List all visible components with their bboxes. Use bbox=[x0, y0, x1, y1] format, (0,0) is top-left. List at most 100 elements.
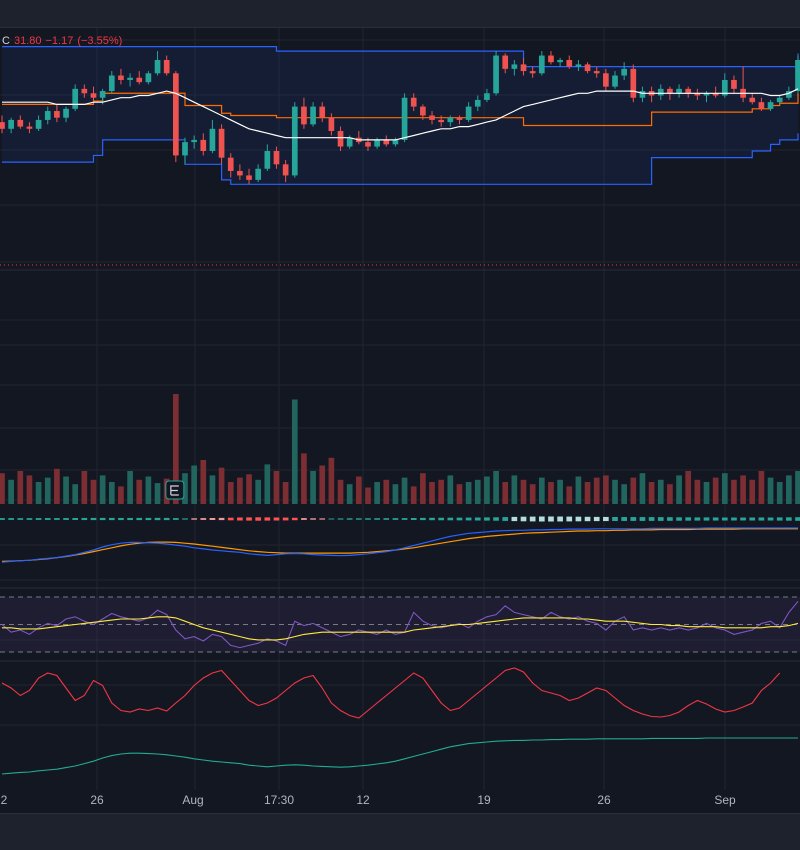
candle-body bbox=[163, 59, 170, 74]
candle-body bbox=[8, 119, 14, 129]
candle-body bbox=[182, 142, 188, 156]
histogram-bar bbox=[54, 518, 60, 520]
volume-bar bbox=[127, 471, 133, 504]
candle-body bbox=[35, 119, 42, 129]
histogram-bar bbox=[648, 517, 655, 521]
candle-body bbox=[612, 75, 618, 87]
volume-bar bbox=[255, 479, 262, 504]
candle-body bbox=[657, 88, 664, 96]
x-tick-label: 19 bbox=[477, 793, 491, 807]
volume-bar bbox=[584, 482, 591, 504]
candle-body bbox=[575, 64, 582, 67]
volume-bar bbox=[237, 477, 243, 504]
legend-change-pct: (−3.55%) bbox=[77, 35, 123, 47]
histogram-bar bbox=[685, 517, 692, 521]
volume-bar bbox=[657, 479, 664, 504]
volume-bar bbox=[410, 486, 417, 504]
volume-bar bbox=[667, 484, 673, 504]
candle-body bbox=[90, 93, 97, 98]
candle-body bbox=[667, 88, 673, 94]
histogram-bar bbox=[237, 517, 243, 521]
histogram-bar bbox=[721, 517, 728, 521]
histogram-bar bbox=[200, 518, 207, 520]
candle-body bbox=[44, 111, 51, 120]
volume-bar bbox=[639, 473, 646, 504]
histogram-bar bbox=[328, 518, 335, 520]
histogram-bar bbox=[712, 517, 719, 521]
histogram-bar bbox=[136, 517, 143, 521]
candle-body bbox=[776, 97, 783, 103]
histogram-bar bbox=[392, 518, 399, 520]
rsi-ma-line bbox=[2, 616, 799, 641]
volume-bar bbox=[703, 482, 710, 504]
candle-body bbox=[264, 151, 271, 169]
histogram-bar bbox=[35, 518, 42, 520]
volume-bar bbox=[392, 484, 399, 504]
candle-body bbox=[337, 131, 344, 147]
x-tick-label: Aug bbox=[182, 793, 203, 807]
histogram-bar bbox=[8, 518, 14, 520]
volume-bar bbox=[731, 479, 737, 504]
volume-bar bbox=[383, 479, 390, 504]
candle-body bbox=[17, 119, 24, 127]
histogram bbox=[0, 516, 800, 522]
histogram-bar bbox=[264, 517, 271, 521]
volume-bar bbox=[35, 482, 42, 504]
volume-bar bbox=[44, 477, 51, 504]
histogram-bar bbox=[548, 516, 554, 522]
histogram-bar bbox=[0, 518, 5, 520]
volume-bar bbox=[786, 475, 792, 504]
candle-body bbox=[621, 68, 627, 76]
histogram-bar bbox=[218, 517, 225, 521]
candles bbox=[0, 51, 800, 185]
histogram-bar bbox=[456, 517, 463, 521]
histogram-bar bbox=[438, 517, 445, 521]
candle-body bbox=[474, 99, 481, 107]
histogram-bar bbox=[44, 518, 51, 520]
volume-bar bbox=[557, 479, 563, 504]
candle-body bbox=[301, 106, 307, 125]
volume-bar bbox=[200, 460, 207, 504]
histogram-bar bbox=[90, 517, 97, 521]
candle-body bbox=[154, 59, 161, 74]
candle-body bbox=[502, 55, 509, 69]
candle-body bbox=[429, 115, 435, 120]
histogram-bar bbox=[209, 518, 216, 520]
candle-body bbox=[493, 55, 499, 94]
oscillator-red-line bbox=[1, 667, 781, 719]
candle-body bbox=[529, 71, 536, 74]
histogram-bar bbox=[465, 517, 472, 521]
volume-bar bbox=[721, 473, 728, 504]
candle-body bbox=[282, 164, 289, 176]
volume-bar bbox=[447, 475, 454, 504]
histogram-bar bbox=[529, 516, 536, 522]
histogram-bar bbox=[593, 516, 600, 522]
volume-bar bbox=[301, 453, 307, 504]
top-toolbar bbox=[0, 0, 800, 28]
volume-bar bbox=[337, 479, 344, 504]
histogram-bar bbox=[502, 517, 509, 521]
volume-bar bbox=[264, 464, 271, 504]
candle-body bbox=[538, 55, 545, 74]
volume-bar bbox=[767, 477, 774, 504]
histogram-bar bbox=[346, 518, 353, 520]
volume-bar bbox=[612, 479, 618, 504]
histogram-bar bbox=[99, 517, 106, 521]
histogram-bar bbox=[182, 518, 188, 520]
candle-body bbox=[145, 73, 152, 83]
volume-bar bbox=[648, 482, 655, 504]
ma-fast-line bbox=[1, 527, 798, 563]
candle-body bbox=[218, 128, 225, 158]
candle-body bbox=[484, 93, 490, 100]
volume-bar bbox=[118, 486, 124, 504]
bottom-toolbar bbox=[0, 813, 800, 850]
histogram-bar bbox=[786, 517, 792, 521]
volume-bar bbox=[621, 484, 627, 504]
candle-body bbox=[630, 68, 637, 98]
volume-bar bbox=[191, 465, 197, 504]
candle-body bbox=[731, 79, 737, 89]
candle-body bbox=[136, 77, 143, 83]
histogram-bar bbox=[374, 518, 380, 520]
